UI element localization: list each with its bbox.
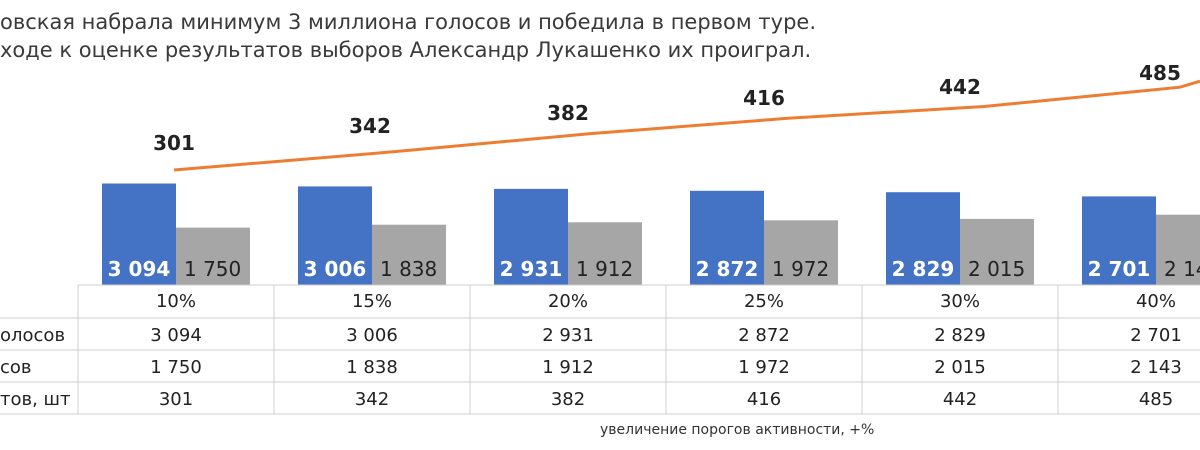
bar-series-2 [960,218,1034,285]
line-point-label: 485 [1139,61,1181,85]
category-cell: 20% [547,291,588,312]
line-point-label: 442 [939,75,981,99]
bar-label-series-2: 1 750 [184,257,241,281]
bar-label-series-1: 2 931 [500,257,563,281]
bar-series-2 [764,220,838,285]
bar-series-1 [298,186,372,285]
x-axis-caption: увеличение порогов активности, +% [600,422,875,438]
bar-label-series-1: 2 701 [1088,257,1151,281]
row-label: олосов [0,325,66,346]
bar-series-1 [494,188,568,285]
line-point-label: 416 [743,86,785,110]
table-cell: 382 [550,389,586,410]
table-cell: 2 701 [1130,325,1182,346]
category-cell: 10% [155,291,196,312]
table-cell: 3 006 [346,325,398,346]
table-cell: 301 [158,389,194,410]
bar-series-2 [568,222,642,285]
bar-series-1 [102,183,176,285]
bar-label-series-1: 3 006 [304,257,367,281]
bar-label-series-2: 2 015 [968,257,1025,281]
table-cell: 485 [1138,389,1174,410]
bar-series-1 [886,192,960,285]
table-row: тов, шт 301 342 382 416 442 485 [0,383,1200,414]
table-cell: 3 094 [150,325,202,346]
bar-series-1 [690,190,764,285]
bar-series-2 [1156,214,1200,285]
table-cell: 342 [354,389,390,410]
row-label: тов, шт [0,389,71,410]
bar-series-1 [1082,196,1156,285]
bar-label-series-1: 2 829 [892,257,955,281]
category-cell: 40% [1135,291,1176,312]
line-point-label: 382 [547,101,589,125]
line-series [173,79,1200,172]
table-row: сов 1 750 1 838 1 912 1 972 2 015 2 143 [0,351,1200,382]
line-point-label: 342 [349,114,391,138]
table-cell: 2 931 [542,325,594,346]
header-line-2: ходе к оценке результатов выборов Алекса… [0,38,812,62]
table-cell: 1 750 [150,357,202,378]
bar-series-2 [176,227,250,285]
table-cell: 2 015 [934,357,986,378]
row-label: сов [0,357,32,378]
bar-label-series-1: 2 872 [696,257,759,281]
bar-series-2 [372,224,446,285]
table-cell: 1 838 [346,357,398,378]
table-cell: 1 912 [542,357,594,378]
header-line-1: овская набрала минимум 3 миллиона голосо… [0,10,817,34]
category-cell: 15% [351,291,392,312]
bar-label-series-2: 1 972 [772,257,829,281]
table-cell: 416 [746,389,782,410]
bar-label-series-2: 1 912 [576,257,633,281]
bar-label-series-2: 2 14 [1164,257,1200,281]
line-layer: 301 342 382 416 442 485 [153,61,1200,172]
table-cell: 2 143 [1130,357,1182,378]
table-cell: 2 872 [738,325,790,346]
bar-label-series-1: 3 094 [108,257,171,281]
table-cell: 1 972 [738,357,790,378]
table-cell: 442 [942,389,978,410]
bar-group: 3 094 1 750 3 006 1 838 2 931 1 912 2 872 1 972… [102,183,1200,285]
bar-label-series-2: 1 838 [380,257,437,281]
line-point-label: 301 [153,131,195,155]
table-grid [0,284,1200,415]
category-cell: 30% [939,291,980,312]
category-cell: 25% [743,291,784,312]
table-row: олосов 3 094 3 006 2 931 2 872 2 829 2 7… [0,319,1200,350]
category-row: 10% 15% 20% 25% 30% 40% [0,285,1200,316]
table-cell: 2 829 [934,325,986,346]
